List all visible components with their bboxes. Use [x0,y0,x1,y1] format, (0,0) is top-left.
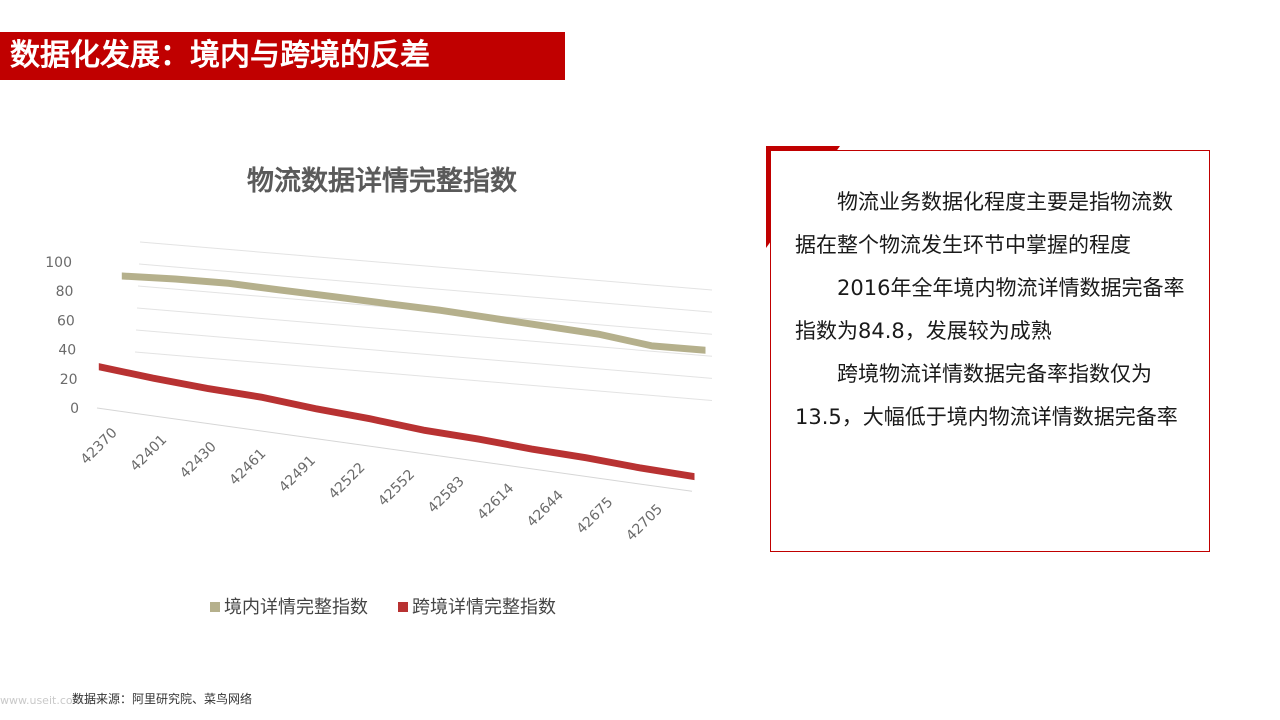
floor-edge [96,407,693,492]
info-text: 物流业务数据化程度主要是指物流数据在整个物流发生环节中掌握的程度 2016年全年… [795,181,1190,439]
x-tick-label: 42430 [177,439,220,482]
y-tick-label: 0 [70,401,79,417]
gridline [135,329,713,379]
y-tick-label: 100 [45,255,72,271]
x-tick-label: 42491 [276,453,319,496]
title-bar: 数据化发展：境内与跨境的反差 [0,32,565,80]
gridline [136,307,713,357]
x-tick-label: 42370 [78,425,121,468]
info-paragraph-1: 物流业务数据化程度主要是指物流数据在整个物流发生环节中掌握的程度 [795,190,1173,257]
series-line-1 [121,272,706,354]
chart-legend: 境内详情完整指数 跨境详情完整指数 [210,597,556,618]
gridline [138,263,713,313]
x-tick-label: 42461 [227,446,270,489]
y-tick-label: 80 [56,284,74,300]
watermark: www.useit.com.cn [0,694,100,707]
page-title: 数据化发展：境内与跨境的反差 [10,38,430,73]
y-axis-ticks: 0 20 40 60 80 100 [45,255,79,417]
y-tick-label: 20 [60,372,78,388]
legend-label: 境内详情完整指数 [224,597,368,618]
legend-swatch [210,602,220,612]
x-tick-label: 42583 [425,474,468,517]
legend-label: 跨境详情完整指数 [412,597,556,618]
x-axis-ticks: 42370 42401 42430 42461 42491 42522 42552 42583… [78,425,666,544]
x-tick-label: 42644 [524,487,567,530]
gridline [139,241,713,291]
x-tick-label: 42401 [127,432,170,475]
info-box: 物流业务数据化程度主要是指物流数据在整个物流发生环节中掌握的程度 2016年全年… [770,150,1210,552]
x-tick-label: 42675 [574,494,617,537]
chart-title: 物流数据详情完整指数 [247,165,518,197]
series-line-2 [98,363,695,481]
x-tick-label: 42522 [326,460,369,503]
info-paragraph-2: 2016年全年境内物流详情数据完备率指数为84.8，发展较为成熟 [795,276,1185,343]
data-source: 数据来源：阿里研究院、菜鸟网络 [72,692,253,706]
x-tick-label: 42614 [474,480,517,523]
legend-swatch [398,602,408,612]
x-tick-label: 42552 [375,467,418,510]
chart-series [98,272,706,481]
y-tick-label: 40 [58,343,76,359]
gridline [134,351,713,401]
info-paragraph-3: 跨境物流详情数据完备率指数仅为13.5，大幅低于境内物流详情数据完备率 [795,362,1178,429]
x-tick-label: 42705 [623,501,666,544]
chart-gridlines [96,241,713,492]
y-tick-label: 60 [57,313,75,329]
